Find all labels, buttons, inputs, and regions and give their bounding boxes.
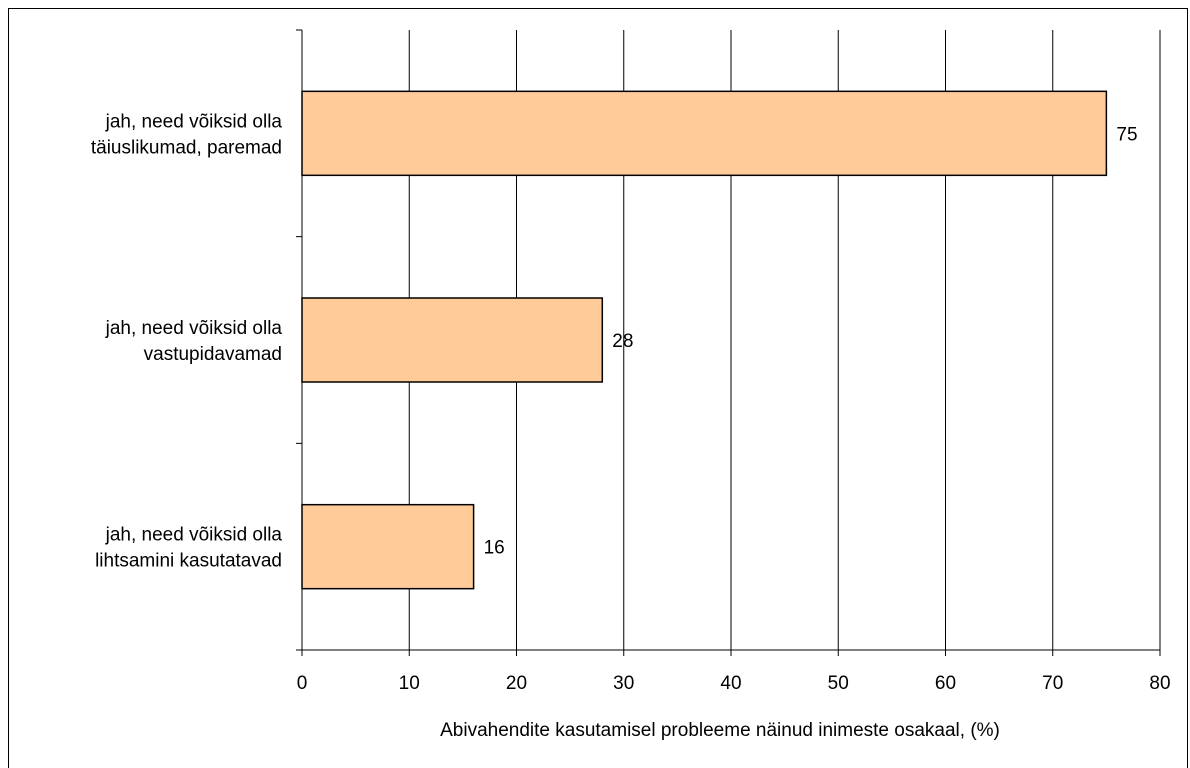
x-tick-label-50: 50 (828, 673, 849, 694)
x-tick-label-0: 0 (297, 673, 308, 694)
bar-2 (301, 503, 475, 590)
data-label-2: 16 (484, 538, 505, 559)
x-tick-label-70: 70 (1042, 673, 1063, 694)
category-label-line: jah, need võiksid olla (105, 111, 283, 132)
data-label-1: 28 (612, 331, 633, 352)
bar-0 (301, 90, 1108, 177)
x-tick-label-20: 20 (506, 673, 527, 694)
x-tick-label-40: 40 (720, 673, 741, 694)
category-label-line: jah, need võiksid olla (105, 525, 283, 546)
x-axis-title: Abivahendite kasutamisel probleeme näinu… (440, 720, 1000, 741)
category-label-2: jah, need võiksid olla lihtsamini kasutat… (95, 525, 282, 572)
x-tick-label-60: 60 (935, 673, 956, 694)
labels: 0 10 20 30 40 50 60 70 80 jah, need võiksid olla t… (91, 111, 1171, 694)
bars (301, 90, 1108, 590)
bar-1 (301, 297, 604, 383)
category-label-line: jah, need võiksid olla (105, 318, 283, 339)
x-tick-label-80: 80 (1149, 673, 1170, 694)
x-tick-label-10: 10 (399, 673, 420, 694)
data-label-0: 75 (1116, 124, 1137, 145)
category-label-0: jah, need võiksid olla täiuslikumad, pare… (91, 111, 283, 158)
chart-frame (8, 8, 1188, 768)
x-tick-label-30: 30 (613, 673, 634, 694)
category-label-line: vastupidavamad (144, 344, 282, 365)
category-label-line: täiuslikumad, paremad (91, 137, 282, 158)
category-label-line: lihtsamini kasutatavad (95, 551, 282, 572)
category-label-1: jah, need võiksid olla vastupidavamad (105, 318, 283, 365)
